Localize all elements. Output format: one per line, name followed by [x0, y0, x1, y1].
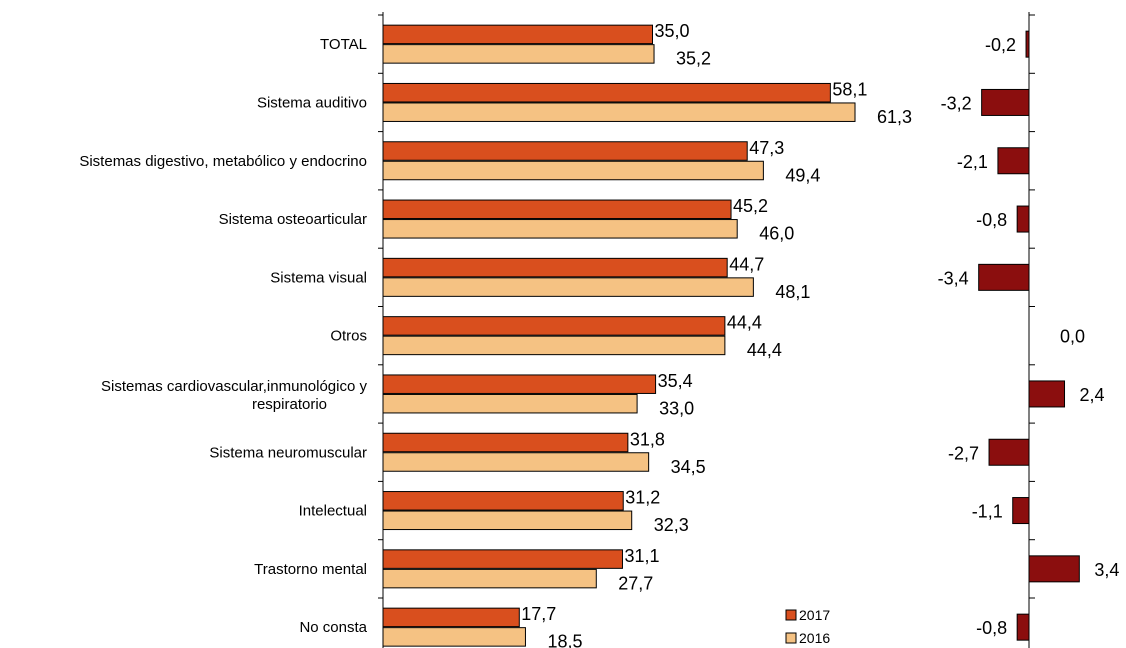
- diff-label-10: -0,8: [976, 618, 1007, 638]
- value-label-2017-7: 31,8: [630, 429, 665, 449]
- diff-bar-1: [981, 88, 1030, 116]
- diff-label-5: 0,0: [1060, 327, 1085, 347]
- category-label-10: No consta: [299, 619, 367, 636]
- diff-bar-3: [1016, 205, 1030, 233]
- bar-2016-1: [382, 102, 856, 122]
- legend-swatch-2017: [785, 609, 797, 621]
- diff-label-7: -2,7: [948, 443, 979, 463]
- category-label-7: Sistema neuromuscular: [209, 444, 367, 461]
- value-label-2016-7: 34,5: [671, 457, 706, 477]
- value-label-2016-9: 27,7: [618, 573, 653, 593]
- bar-2017-2: [382, 141, 748, 161]
- bar-2016-2: [382, 160, 764, 181]
- bar-2017-6: [382, 374, 657, 394]
- bar-2017-0: [382, 24, 653, 45]
- diff-bar-2: [997, 147, 1030, 175]
- bar-2016-6: [382, 393, 638, 414]
- diff-label-9: 3,4: [1094, 560, 1119, 580]
- bar-2017-1: [382, 82, 831, 103]
- bar-2016-5: [382, 335, 726, 356]
- diff-bar-9: [1028, 555, 1080, 583]
- diff-label-6: 2,4: [1080, 385, 1105, 405]
- bar-2017-8: [382, 491, 624, 511]
- value-label-2016-3: 46,0: [759, 224, 794, 244]
- value-label-2016-2: 49,4: [785, 165, 820, 185]
- bar-2016-10: [382, 627, 526, 647]
- diff-bar-6: [1028, 380, 1066, 408]
- category-label-1: Sistema auditivo: [257, 94, 367, 111]
- diff-label-4: -3,4: [938, 268, 969, 288]
- bar-2017-4: [382, 257, 728, 278]
- bar-2017-3: [382, 199, 732, 220]
- value-label-2017-4: 44,7: [729, 254, 764, 274]
- diff-bar-8: [1012, 497, 1030, 525]
- value-label-2017-6: 35,4: [658, 371, 693, 391]
- diff-label-3: -0,8: [976, 210, 1007, 230]
- bar-2017-10: [382, 607, 520, 628]
- value-label-2017-2: 47,3: [749, 138, 784, 158]
- bar-2017-9: [382, 549, 623, 569]
- category-label-4: Sistema visual: [270, 269, 367, 286]
- bar-2017-5: [382, 316, 726, 336]
- value-label-2017-10: 17,7: [521, 604, 556, 624]
- diff-bar-7: [988, 438, 1030, 466]
- value-label-2017-5: 44,4: [727, 313, 762, 333]
- value-label-2016-6: 33,0: [659, 398, 694, 418]
- bar-2016-3: [382, 219, 738, 239]
- diff-label-0: -0,2: [985, 35, 1016, 55]
- value-label-2017-9: 31,1: [624, 546, 659, 566]
- value-label-2016-8: 32,3: [654, 515, 689, 535]
- category-label-9: Trastorno mental: [254, 561, 367, 578]
- value-label-2016-0: 35,2: [676, 49, 711, 69]
- category-label-6: Sistemas cardiovascular,inmunológico y re…: [101, 378, 367, 413]
- category-label-3: Sistema osteoarticular: [219, 211, 367, 228]
- value-label-2016-4: 48,1: [775, 282, 810, 302]
- bar-2016-4: [382, 277, 754, 297]
- value-label-2016-1: 61,3: [877, 107, 912, 127]
- bar-2016-7: [382, 452, 650, 472]
- legend-label-2017: 2017: [799, 607, 830, 623]
- value-label-2016-10: 18,5: [547, 632, 582, 648]
- value-label-2017-1: 58,1: [832, 79, 867, 99]
- value-label-2017-8: 31,2: [625, 488, 660, 508]
- category-label-8: Intelectual: [299, 503, 367, 520]
- bar-2016-0: [382, 44, 655, 64]
- diff-label-1: -3,2: [941, 93, 972, 113]
- bar-2017-7: [382, 432, 629, 453]
- diff-label-8: -1,1: [972, 502, 1003, 522]
- diff-bar-4: [978, 263, 1030, 291]
- value-label-2017-3: 45,2: [733, 196, 768, 216]
- value-label-2016-5: 44,4: [747, 340, 782, 360]
- category-label-5: Otros: [330, 328, 367, 345]
- category-label-2: Sistemas digestivo, metabólico y endocri…: [79, 153, 367, 170]
- value-label-2017-0: 35,0: [655, 21, 690, 41]
- diff-bar-10: [1016, 613, 1030, 641]
- bar-2016-8: [382, 510, 633, 531]
- legend-label-2016: 2016: [799, 630, 830, 646]
- category-label-0: TOTAL: [320, 36, 367, 53]
- diff-label-2: -2,1: [957, 152, 988, 172]
- diff-bar-0: [1025, 30, 1030, 58]
- legend-swatch-2016: [785, 632, 797, 644]
- bar-2016-9: [382, 568, 597, 589]
